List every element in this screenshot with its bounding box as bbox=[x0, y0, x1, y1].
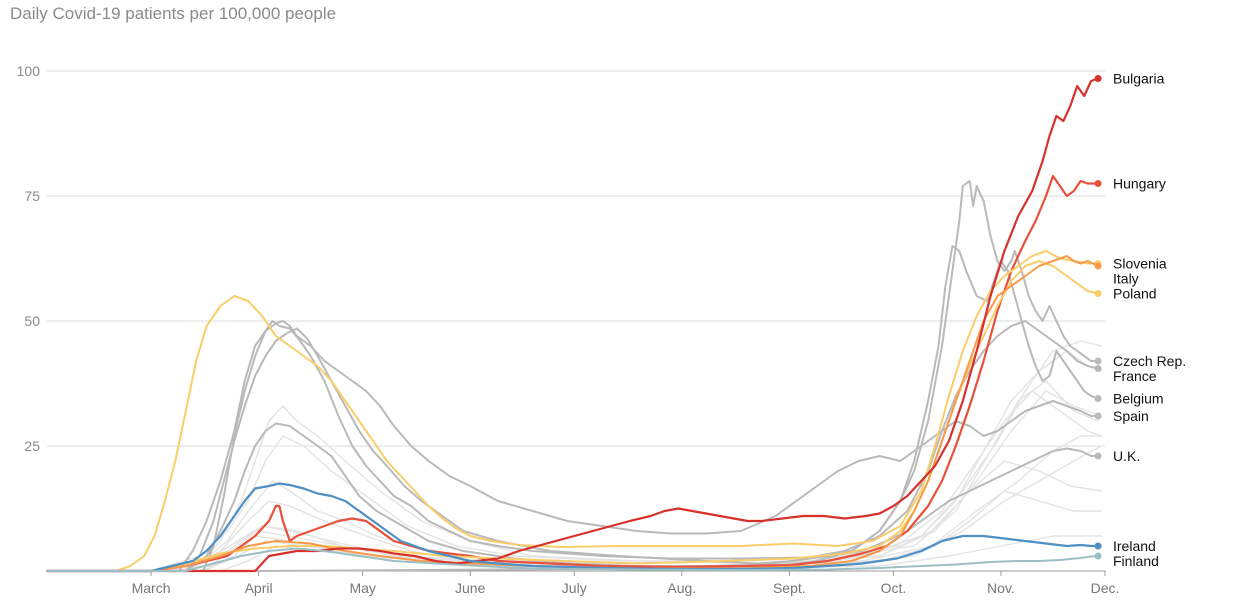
series-end-dot bbox=[1094, 452, 1102, 460]
series-end-label: Finland bbox=[1113, 553, 1159, 569]
series-end-label: Slovenia bbox=[1113, 256, 1167, 272]
series-line-background bbox=[46, 350, 1103, 572]
series-line-finland bbox=[46, 547, 1100, 572]
x-tick-label: Sept. bbox=[773, 580, 806, 596]
series-end-dot bbox=[1094, 412, 1102, 420]
x-tick-label: Nov. bbox=[987, 580, 1015, 596]
x-tick-label: June bbox=[455, 580, 486, 596]
series-end-dot bbox=[1094, 552, 1102, 560]
series-end-dot bbox=[1094, 262, 1102, 270]
series-end-label: U.K. bbox=[1113, 448, 1140, 464]
series-end-label: Poland bbox=[1113, 286, 1157, 302]
series-end-label: Spain bbox=[1113, 408, 1149, 424]
x-tick-label: May bbox=[349, 580, 375, 596]
x-tick-label: Oct. bbox=[881, 580, 907, 596]
series-end-dot bbox=[1094, 357, 1102, 365]
series-end-label: Bulgaria bbox=[1113, 71, 1165, 87]
series-end-label: Belgium bbox=[1113, 391, 1164, 407]
x-tick-label: April bbox=[245, 580, 273, 596]
chart-title: Daily Covid-19 patients per 100,000 peop… bbox=[10, 4, 337, 23]
x-tick-label: July bbox=[562, 580, 587, 596]
series-line-italy bbox=[46, 255, 1100, 572]
y-tick-label: 100 bbox=[17, 63, 41, 79]
series-end-dot bbox=[1094, 290, 1102, 297]
series-end-dot bbox=[1094, 395, 1102, 402]
series-line-slovenia bbox=[46, 250, 1100, 572]
series-end-dot bbox=[1094, 365, 1102, 372]
series-line-background bbox=[46, 390, 1103, 572]
series-line-spain bbox=[46, 320, 1100, 572]
series-end-label: France bbox=[1113, 368, 1157, 384]
series-line-bulgaria bbox=[45, 77, 1100, 573]
series-line-ireland bbox=[45, 482, 1100, 573]
series-end-label: Italy bbox=[1113, 271, 1139, 287]
series-line-poland bbox=[46, 260, 1100, 572]
series-line-hungary bbox=[45, 174, 1100, 573]
series-end-label: Czech Rep. bbox=[1113, 353, 1186, 369]
x-tick-label: Dec. bbox=[1091, 580, 1120, 596]
series-end-label: Ireland bbox=[1113, 538, 1156, 554]
y-tick-label: 75 bbox=[24, 188, 40, 204]
x-tick-label: Aug. bbox=[667, 580, 696, 596]
y-tick-label: 50 bbox=[24, 313, 40, 329]
series-end-dot bbox=[1094, 75, 1102, 82]
x-tick-label: March bbox=[132, 580, 171, 596]
y-tick-label: 25 bbox=[24, 438, 40, 454]
series-end-dot bbox=[1094, 180, 1102, 187]
series-end-dot bbox=[1094, 542, 1102, 550]
series-end-label: Hungary bbox=[1113, 176, 1166, 192]
